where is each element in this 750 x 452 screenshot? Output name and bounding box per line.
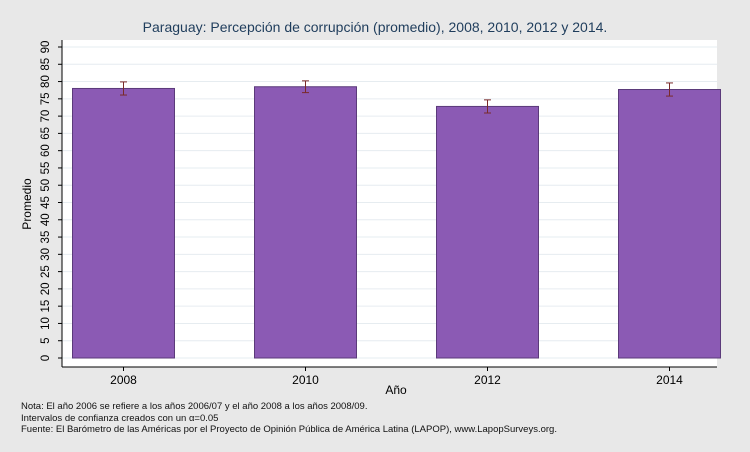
y-tick-label: 75 bbox=[40, 92, 52, 105]
y-tick-label: 45 bbox=[40, 196, 52, 209]
y-tick-label: 15 bbox=[40, 300, 52, 313]
y-tick-label: 80 bbox=[40, 75, 52, 88]
y-tick-label: 90 bbox=[40, 41, 52, 54]
y-axis: 0 5 10 15 20 25 30 35 40 45 50 55 60 65 70 75 80 85 90 bbox=[40, 40, 63, 367]
x-tick-label: 2010 bbox=[292, 373, 319, 387]
y-tick-label: 40 bbox=[40, 213, 52, 226]
chart-notes: Nota: El año 2006 se refiere a los años … bbox=[21, 401, 557, 436]
note-line: Intervalos de confianza creados con un α… bbox=[21, 412, 219, 424]
source-line: Fuente: El Barómetro de las Américas por… bbox=[21, 424, 557, 435]
y-axis-label: Promedio bbox=[20, 178, 34, 230]
bar bbox=[72, 87, 175, 359]
bars bbox=[72, 86, 721, 359]
y-tick-label: 0 bbox=[40, 355, 52, 361]
y-tick-label: 5 bbox=[40, 338, 52, 344]
y-tick-label: 30 bbox=[40, 248, 52, 261]
error-bars bbox=[120, 80, 673, 114]
x-tick-label: 2012 bbox=[474, 373, 501, 387]
x-tick-label: 2008 bbox=[110, 373, 137, 387]
y-tick-label: 60 bbox=[40, 144, 52, 157]
y-tick-label: 70 bbox=[40, 110, 52, 123]
chart-title: Paraguay: Percepción de corrupción (prom… bbox=[143, 19, 608, 35]
x-tick-label: 2014 bbox=[656, 373, 683, 387]
bar bbox=[436, 105, 539, 359]
note-line: Nota: El año 2006 se refiere a los años … bbox=[21, 401, 368, 412]
bar bbox=[254, 86, 357, 359]
x-axis-label: Año bbox=[385, 383, 407, 397]
y-tick-label: 20 bbox=[40, 282, 52, 295]
y-tick-label: 55 bbox=[40, 162, 52, 175]
y-tick-label: 10 bbox=[40, 317, 52, 330]
y-tick-label: 25 bbox=[40, 265, 52, 278]
bar bbox=[618, 89, 721, 359]
y-tick-label: 65 bbox=[40, 127, 52, 140]
x-axis: 2008 2010 2012 2014 bbox=[62, 366, 717, 387]
y-tick-label: 35 bbox=[40, 231, 52, 244]
y-tick-label: 85 bbox=[40, 58, 52, 71]
y-tick-label: 50 bbox=[40, 179, 52, 192]
